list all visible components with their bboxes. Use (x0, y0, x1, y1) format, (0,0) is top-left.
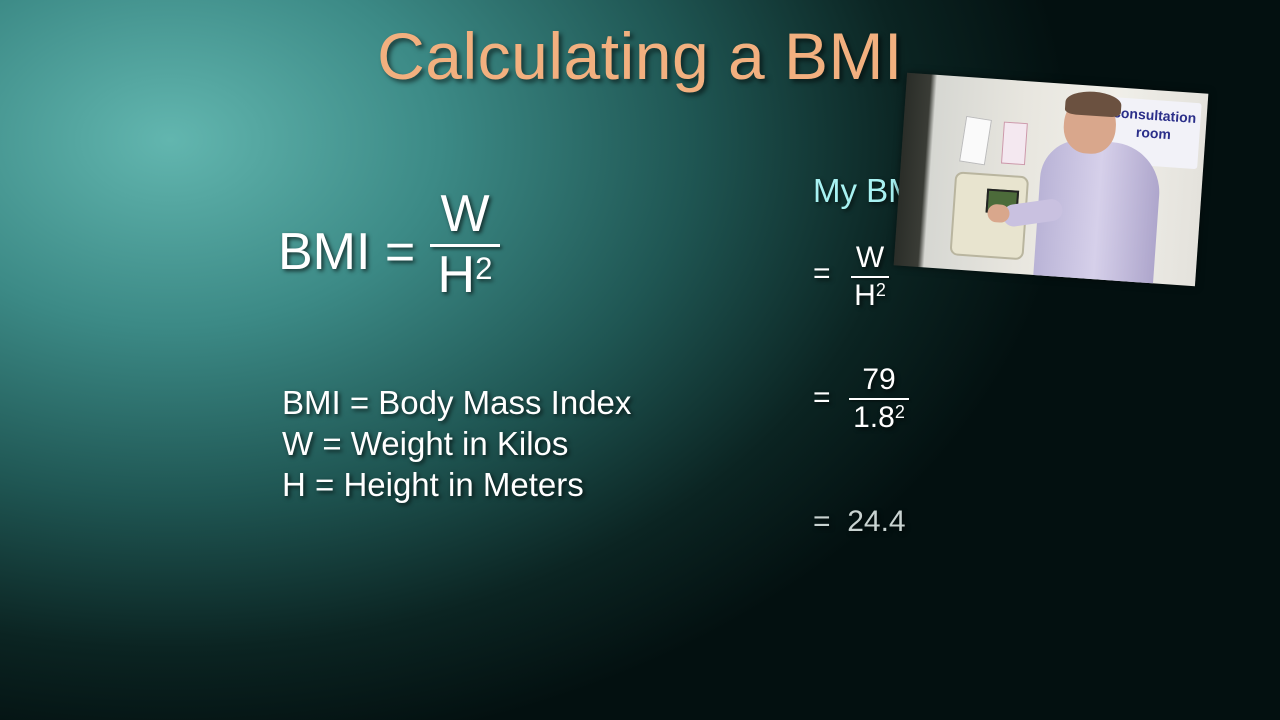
slide-title: Calculating a BMI (377, 19, 903, 93)
equals-sign: = (813, 505, 831, 538)
formula-fraction: W H2 (430, 188, 500, 301)
formula-lhs: BMI = (278, 223, 416, 281)
person-figure (986, 89, 1166, 287)
formula-numerator: W (440, 185, 490, 243)
definition-bmi: BMI = Body Mass Index (282, 384, 632, 421)
person-hand (986, 203, 1011, 224)
definitions-list: BMI = Body Mass Index W = Weight in Kilo… (282, 382, 631, 505)
definition-weight: W = Weight in Kilos (282, 425, 569, 462)
denominator-base: 1.8 (853, 401, 895, 434)
equals-sign: = (813, 381, 831, 414)
step2-denominator: 1.82 (849, 402, 909, 434)
step1-denominator: H2 (851, 280, 889, 312)
step1-numerator: W (855, 241, 885, 274)
step1-fraction: W H2 (851, 242, 889, 312)
calc-result: = 24.4 (813, 505, 906, 539)
result-value: 24.4 (847, 505, 906, 538)
wall-notice (1000, 121, 1028, 166)
consultation-room-photo: consultation room (893, 72, 1209, 287)
equals-sign: = (813, 257, 831, 290)
denominator-base: H (437, 246, 476, 304)
step2-exponent: 2 (894, 402, 905, 422)
person-hair (1064, 89, 1123, 118)
fraction-bar (849, 398, 909, 400)
definition-height: H = Height in Meters (282, 466, 584, 503)
fraction-bar (430, 244, 500, 247)
step2-numerator: 79 (862, 363, 896, 396)
step1-exponent: 2 (875, 280, 886, 300)
step2-fraction: 79 1.82 (849, 364, 909, 434)
formula-denominator: H2 (430, 249, 500, 301)
formula-exponent: 2 (475, 251, 493, 286)
denominator-base: H (854, 279, 876, 312)
fraction-bar (851, 276, 889, 278)
wall-notice (959, 115, 992, 166)
